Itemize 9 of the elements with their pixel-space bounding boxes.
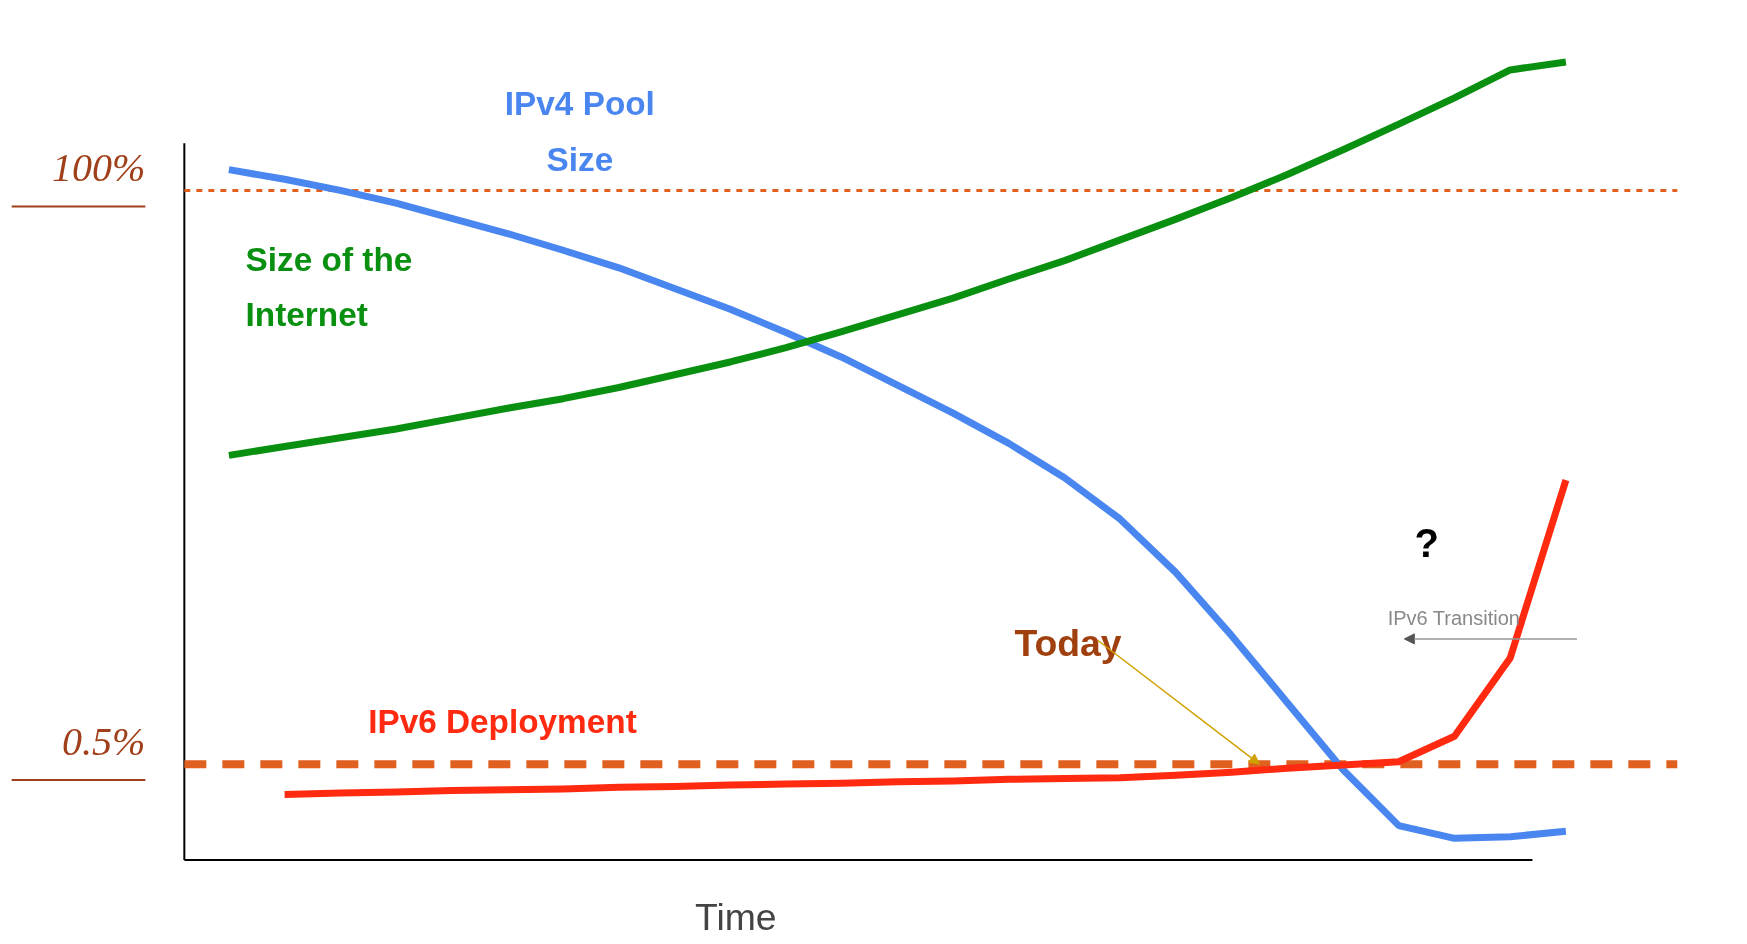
annotation: ? [1414,520,1439,565]
series-label: IPv6 Deployment [368,703,637,741]
series-label: IPv4 Pool Size [504,85,655,178]
text: 100% [52,145,146,191]
text: 0.5% [62,719,146,765]
x-axis-title: Time [695,895,777,938]
annotation: Today [1014,622,1122,665]
text: Size of the Internet [245,240,413,334]
annotation: IPv6 Transition [1387,606,1520,629]
